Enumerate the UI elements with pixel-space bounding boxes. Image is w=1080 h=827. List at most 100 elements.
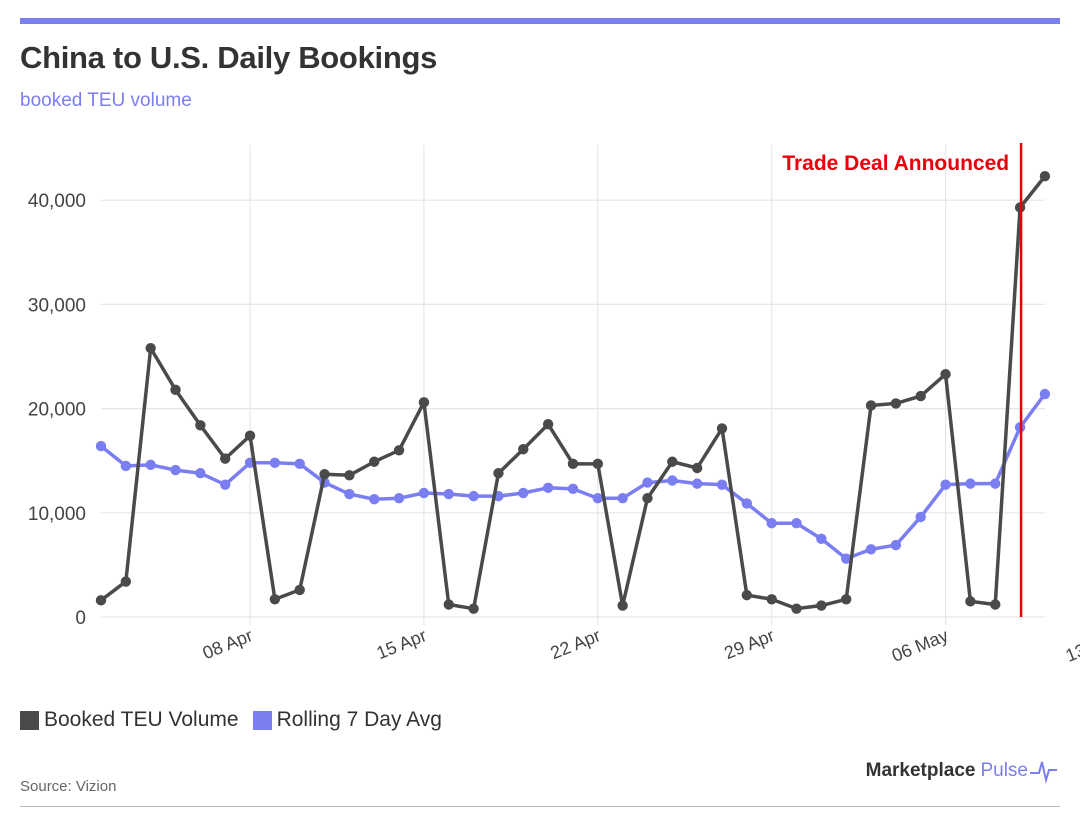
legend-item-booked[interactable]: Booked TEU Volume	[20, 708, 239, 732]
data-point-rolling	[741, 498, 753, 509]
data-point-booked	[841, 594, 852, 605]
data-point-booked	[816, 600, 827, 611]
chart-subtitle: booked TEU volume	[20, 90, 192, 111]
data-point-rolling	[940, 479, 951, 490]
data-point-booked	[443, 599, 454, 610]
data-point-rolling	[220, 479, 231, 490]
data-point-rolling	[269, 457, 281, 468]
grid-layer	[101, 145, 1045, 625]
data-point-rolling	[369, 494, 380, 505]
data-point-rolling	[816, 533, 827, 545]
data-point-booked	[567, 458, 579, 470]
data-point-rolling	[518, 487, 529, 499]
y-tick-label: 0	[75, 608, 86, 629]
data-point-rolling	[791, 518, 802, 529]
x-tick-label: 29 Apr	[721, 625, 777, 663]
data-point-booked	[965, 596, 976, 607]
axis-layer: 0 10,000 20,000 30,000 40,000 08 Apr 15 Apr 22 …	[28, 191, 1080, 666]
data-point-booked	[120, 576, 132, 587]
data-point-rolling	[766, 518, 777, 529]
data-point-rolling	[890, 539, 902, 551]
data-point-booked	[691, 462, 703, 474]
x-tick-label: 15 Apr	[374, 625, 430, 663]
data-point-booked	[667, 456, 678, 467]
series-line-booked	[99, 175, 1047, 611]
annotation-layer: Trade Deal Announced	[782, 143, 1023, 617]
legend: Booked TEU Volume Rolling 7 Day Avg	[20, 708, 456, 732]
data-point-booked	[145, 342, 156, 354]
data-point-booked	[791, 603, 802, 614]
data-point-rolling	[418, 487, 430, 499]
data-point-booked	[369, 456, 380, 467]
pulse-icon	[1030, 761, 1057, 784]
y-tick-label: 10,000	[28, 504, 86, 525]
data-point-rolling	[716, 479, 728, 490]
data-point-rolling	[990, 478, 1001, 489]
data-point-booked	[915, 390, 926, 402]
data-point-booked	[592, 458, 603, 470]
legend-item-rolling[interactable]: Rolling 7 Day Avg	[252, 708, 442, 732]
data-point-rolling	[468, 490, 479, 502]
y-tick-label: 20,000	[28, 400, 86, 421]
data-point-booked	[344, 470, 355, 481]
x-tick-label: 08 Apr	[200, 625, 256, 663]
y-tick-label: 40,000	[28, 191, 86, 212]
data-point-rolling	[195, 468, 206, 479]
brand-name: Marketplace	[865, 760, 976, 781]
data-point-booked	[244, 430, 256, 441]
data-point-booked	[518, 444, 529, 455]
data-point-rolling	[617, 493, 628, 504]
data-point-booked	[990, 599, 1001, 610]
y-tick-label: 30,000	[28, 295, 86, 316]
data-point-booked	[319, 469, 330, 480]
data-point-rolling	[592, 493, 603, 504]
data-point-booked	[393, 445, 405, 456]
data-point-booked	[220, 453, 231, 464]
brand-suffix: Pulse	[980, 760, 1028, 781]
x-tick-label: 13 May	[1063, 625, 1080, 666]
data-point-booked	[617, 600, 628, 611]
data-point-rolling	[915, 511, 926, 523]
legend-label-booked: Booked TEU Volume	[44, 708, 239, 731]
data-point-booked	[170, 384, 181, 396]
legend-swatch-booked	[20, 710, 39, 730]
annotation-label: Trade Deal Announced	[782, 152, 1009, 175]
legend-label-rolling: Rolling 7 Day Avg	[276, 708, 442, 731]
data-point-rolling	[642, 477, 653, 488]
data-point-booked	[890, 398, 902, 409]
data-point-booked	[468, 603, 479, 614]
data-point-booked	[269, 594, 281, 605]
data-point-rolling	[841, 553, 852, 564]
data-point-booked	[493, 468, 504, 479]
data-point-booked	[865, 400, 877, 411]
data-point-rolling	[542, 482, 554, 493]
data-point-booked	[542, 419, 554, 430]
series-line-rolling	[99, 392, 1047, 561]
data-point-booked	[741, 589, 753, 601]
data-point-rolling	[965, 478, 976, 489]
series-layer	[95, 171, 1051, 614]
brand-logo: Marketplace Pulse	[866, 758, 1058, 784]
legend-swatch-rolling	[252, 710, 272, 730]
data-point-rolling	[567, 483, 579, 495]
data-point-booked	[716, 423, 728, 434]
data-point-rolling	[443, 488, 454, 500]
data-point-rolling	[865, 544, 877, 555]
data-point-rolling	[667, 475, 678, 486]
data-point-booked	[940, 369, 951, 380]
bottom-rule	[20, 806, 1060, 807]
chart-title: China to U.S. Daily Bookings	[20, 40, 438, 75]
data-point-rolling	[95, 440, 107, 452]
data-point-rolling	[1039, 388, 1051, 400]
data-point-rolling	[145, 459, 156, 471]
data-point-booked	[1039, 171, 1051, 182]
source-note: Source: Vizion	[20, 778, 117, 795]
data-point-booked	[418, 397, 430, 408]
data-point-rolling	[294, 458, 305, 470]
data-point-rolling	[170, 464, 181, 476]
data-point-rolling	[393, 493, 405, 504]
data-point-rolling	[691, 478, 703, 489]
data-point-booked	[642, 493, 653, 504]
data-point-booked	[195, 420, 206, 431]
